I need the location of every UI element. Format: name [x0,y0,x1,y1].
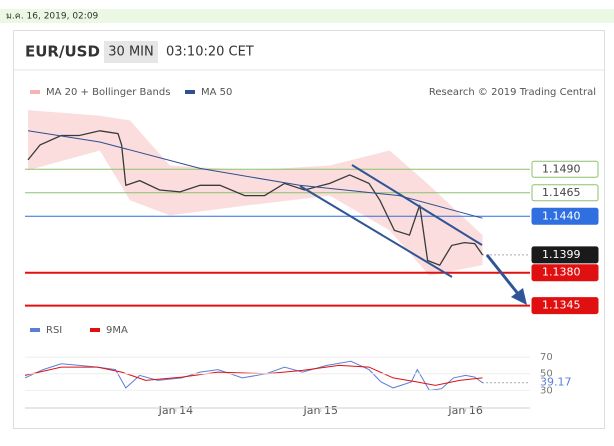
x-tick-label: Jan 16 [447,404,482,417]
price-line [27,130,484,267]
level-box [531,184,599,202]
y-tick-label: 70 [540,352,553,363]
symbol: EUR/USD [25,43,100,61]
y-tick-label: 50 [540,369,553,380]
legend-swatch [30,328,40,332]
source: Research © 2019 Trading Central [429,87,596,98]
time: 03:10:20 CET [166,45,254,60]
level-label: 1.1380 [542,266,581,279]
level-box [531,160,599,178]
legend-label: MA 50 [201,87,232,98]
legend-label: 9MA [106,325,128,336]
legend-label: MA 20 + Bollinger Bands [46,87,170,98]
level-label: 1.1345 [542,299,581,312]
card [13,30,605,429]
channel-top [351,164,483,246]
legend-swatch [30,90,40,94]
rsi-value: 39.17 [540,376,572,389]
y-tick-label: 30 [540,385,553,396]
level-box [531,207,599,225]
level-box [531,297,599,315]
level-box [531,246,599,264]
level-label: 1.1465 [542,186,581,199]
series-line [24,360,483,391]
arrow-head [511,288,527,305]
legend-swatch [185,90,195,94]
series-line [27,130,483,219]
legend-swatch [90,328,100,332]
level-label: 1.1490 [542,162,581,175]
top-bar [0,9,614,23]
legend-label: RSI [46,325,62,336]
annotations [299,164,527,305]
level-box [531,264,599,282]
series-line [24,364,483,386]
plot: 1.1490 1.1465 1.1440 1.1399 1.1380 1.1345 MA 2… [24,87,599,417]
x-tick-label: Jan 14 [158,404,193,417]
timeframe-box [104,41,158,63]
arrow-shaft [485,254,521,296]
level-label: 1.1440 [542,209,581,222]
timestamp: ม.ค. 16, 2019, 02:09 [6,12,99,22]
x-tick-label: Jan 15 [303,404,338,417]
timeframe: 30 MIN [108,45,153,60]
channel-bottom [299,185,453,278]
level-label: 1.1399 [542,248,581,261]
